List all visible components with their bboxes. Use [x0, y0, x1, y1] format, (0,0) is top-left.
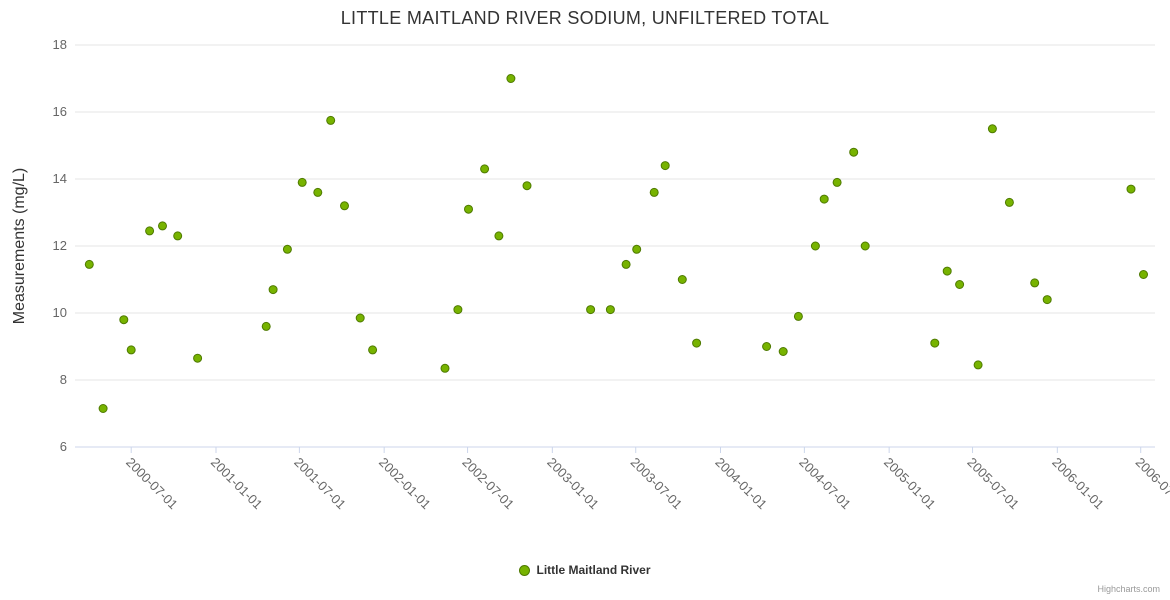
data-point[interactable] [522, 181, 532, 191]
y-tick-label: 14 [53, 171, 67, 186]
data-point[interactable] [480, 164, 490, 174]
data-point[interactable] [692, 338, 702, 348]
x-tick-label: 2004-01-01 [712, 455, 770, 513]
data-point[interactable] [313, 187, 323, 197]
data-point[interactable] [987, 124, 997, 134]
data-point[interactable] [261, 321, 271, 331]
x-tick-label: 2005-07-01 [964, 455, 1022, 513]
x-tick-label: 2004-07-01 [796, 455, 854, 513]
data-point[interactable] [158, 221, 167, 231]
data-point[interactable] [340, 201, 349, 211]
credits-link[interactable]: Highcharts.com [1097, 584, 1160, 594]
x-tick-label: 2003-01-01 [544, 455, 602, 513]
data-point[interactable] [973, 360, 983, 370]
data-point[interactable] [98, 404, 108, 413]
data-point[interactable] [440, 363, 450, 373]
data-point[interactable] [793, 311, 803, 321]
data-point[interactable] [464, 204, 473, 214]
data-point[interactable] [368, 345, 378, 355]
data-point[interactable] [955, 280, 965, 289]
data-point[interactable] [297, 177, 307, 187]
x-tick-label: 2006-01-01 [1049, 455, 1107, 513]
data-point[interactable] [849, 147, 859, 157]
data-point[interactable] [810, 241, 820, 251]
data-point[interactable] [832, 177, 842, 187]
data-point[interactable] [84, 259, 94, 269]
data-point[interactable] [819, 194, 829, 204]
data-point[interactable] [268, 285, 278, 295]
x-tick-label: 2003-07-01 [628, 455, 686, 513]
legend-item[interactable]: Little Maitland River [0, 563, 1170, 577]
data-point[interactable] [677, 275, 687, 284]
data-point[interactable] [860, 241, 870, 251]
data-point[interactable] [660, 161, 670, 171]
data-point[interactable] [632, 244, 642, 254]
data-point[interactable] [173, 231, 183, 241]
chart-title: LITTLE MAITLAND RIVER SODIUM, UNFILTERED… [340, 8, 830, 28]
data-point[interactable] [1030, 278, 1040, 288]
data-point[interactable] [1042, 295, 1052, 305]
data-point[interactable] [119, 315, 129, 325]
y-tick-label: 18 [53, 37, 67, 52]
x-tick-label: 2006-07-01 [1133, 455, 1170, 513]
data-point[interactable] [126, 345, 136, 355]
x-tick-label: 2000-07-01 [123, 455, 181, 513]
data-point[interactable] [1004, 197, 1014, 207]
data-point[interactable] [1126, 184, 1136, 194]
y-tick-label: 6 [60, 439, 67, 454]
data-point[interactable] [942, 266, 952, 276]
legend-marker-icon [519, 564, 531, 576]
legend-label: Little Maitland River [536, 563, 651, 577]
data-point[interactable] [649, 187, 659, 197]
y-tick-label: 8 [60, 372, 67, 387]
data-point[interactable] [453, 305, 463, 315]
x-tick-label: 2002-07-01 [459, 455, 517, 513]
x-tick-label: 2002-01-01 [376, 455, 434, 513]
data-point[interactable] [282, 244, 292, 254]
x-tick-label: 2001-01-01 [208, 455, 266, 513]
y-tick-label: 12 [53, 238, 67, 253]
data-point[interactable] [145, 226, 155, 236]
x-tick-label: 2005-01-01 [881, 455, 939, 513]
data-point[interactable] [586, 305, 596, 315]
x-tick-label: 2001-07-01 [291, 455, 349, 513]
y-tick-label: 16 [53, 104, 67, 119]
data-point[interactable] [494, 231, 504, 241]
data-point[interactable] [762, 342, 772, 351]
data-point[interactable] [355, 313, 365, 323]
data-point[interactable] [930, 338, 940, 348]
data-point[interactable] [605, 305, 615, 315]
y-tick-label: 10 [53, 305, 67, 320]
data-point[interactable] [778, 347, 788, 356]
data-point[interactable] [621, 259, 631, 269]
data-point[interactable] [193, 353, 203, 363]
plot-svg[interactable]: 6 8 10 12 14 16 18 2000-07-01 2001-01-01 2001-07-… [0, 0, 1170, 558]
data-point[interactable] [506, 74, 516, 83]
data-point[interactable] [326, 115, 336, 125]
data-point[interactable] [1139, 270, 1148, 279]
